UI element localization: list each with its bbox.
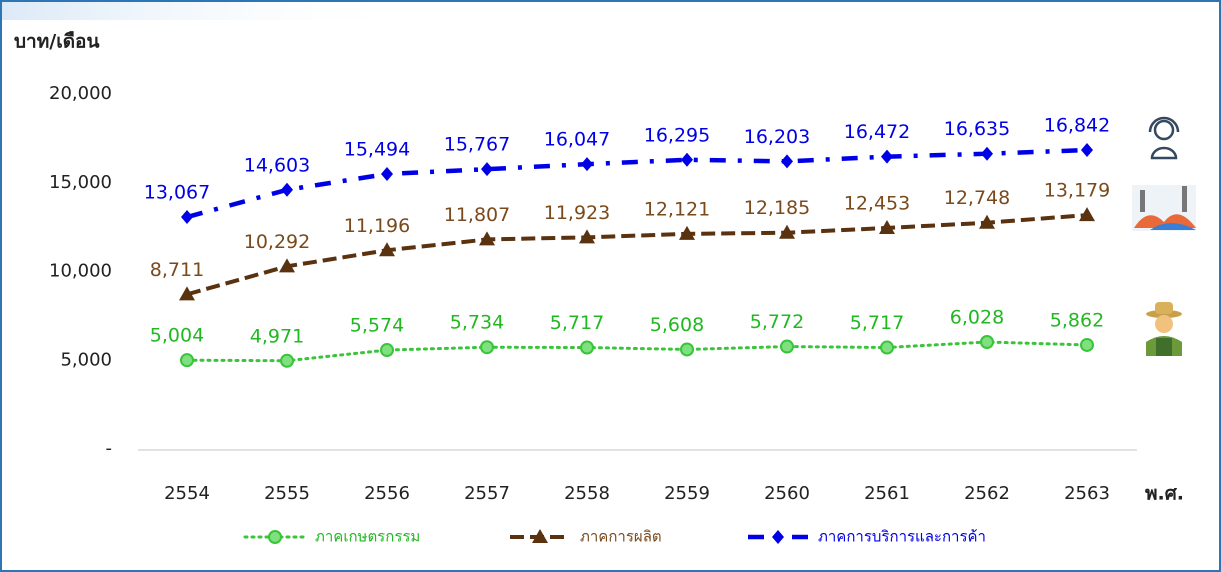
data-point xyxy=(381,344,393,356)
legend-label: ภาคการบริการและการค้า xyxy=(818,528,986,546)
data-point xyxy=(681,343,693,355)
data-point xyxy=(781,341,793,353)
header-shade xyxy=(0,0,700,20)
data-label: 6,028 xyxy=(950,307,1004,329)
legend-marker xyxy=(269,531,281,543)
x-tick-label: 2558 xyxy=(564,483,610,504)
data-label: 12,185 xyxy=(744,197,810,219)
data-point xyxy=(481,341,493,353)
data-label: 5,734 xyxy=(450,312,504,334)
industry-icon xyxy=(1132,185,1196,231)
x-tick-label: 2554 xyxy=(164,483,210,504)
data-label: 5,862 xyxy=(1050,309,1104,331)
data-label: 15,494 xyxy=(344,138,410,160)
x-axis-label: พ.ศ. xyxy=(1145,483,1184,505)
y-axis-label: บาท/เดือน xyxy=(14,31,99,53)
legend-label: ภาคการผลิต xyxy=(580,528,662,546)
data-label: 13,067 xyxy=(144,182,210,204)
data-label: 11,196 xyxy=(344,215,410,237)
x-tick-label: 2559 xyxy=(664,483,710,504)
x-tick-label: 2563 xyxy=(1064,483,1110,504)
data-label: 5,717 xyxy=(850,312,904,334)
y-tick-label: 15,000 xyxy=(49,172,112,193)
data-point xyxy=(981,336,993,348)
data-point xyxy=(881,342,893,354)
x-tick-label: 2562 xyxy=(964,483,1010,504)
data-label: 14,603 xyxy=(244,154,310,176)
data-label: 13,179 xyxy=(1044,180,1110,202)
x-tick-label: 2557 xyxy=(464,483,510,504)
data-point xyxy=(1081,339,1093,351)
data-label: 11,807 xyxy=(444,204,510,226)
data-label: 5,772 xyxy=(750,311,804,333)
x-tick-label: 2560 xyxy=(764,483,810,504)
data-label: 15,767 xyxy=(444,134,510,156)
data-label: 16,472 xyxy=(844,121,910,143)
y-tick-label: 10,000 xyxy=(49,261,112,282)
data-label: 11,923 xyxy=(544,202,610,224)
x-tick-label: 2561 xyxy=(864,483,910,504)
y-tick-label: 20,000 xyxy=(49,83,112,104)
data-label: 4,971 xyxy=(250,325,304,347)
data-label: 16,203 xyxy=(744,126,810,148)
data-point xyxy=(181,354,193,366)
data-label: 16,047 xyxy=(544,129,610,151)
data-label: 5,004 xyxy=(150,325,204,347)
data-label: 5,574 xyxy=(350,315,404,337)
x-tick-label: 2556 xyxy=(364,483,410,504)
data-label: 12,121 xyxy=(644,198,710,220)
y-tick-label: 5,000 xyxy=(60,349,112,370)
data-label: 5,608 xyxy=(650,314,704,336)
data-point xyxy=(581,342,593,354)
legend-label: ภาคเกษตรกรรม xyxy=(315,528,420,546)
data-point xyxy=(281,355,293,367)
data-label: 8,711 xyxy=(150,259,204,281)
chart: บาท/เดือน พ.ศ. - 5,000 10,000 15,000 20,000 2… xyxy=(0,0,1221,572)
data-label: 16,295 xyxy=(644,124,710,146)
data-label: 16,635 xyxy=(944,118,1010,140)
data-label: 16,842 xyxy=(1044,115,1110,137)
data-label: 12,748 xyxy=(944,187,1010,209)
data-label: 5,717 xyxy=(550,312,604,334)
x-tick-label: 2555 xyxy=(264,483,310,504)
y-tick-label: - xyxy=(106,438,113,459)
data-label: 12,453 xyxy=(844,192,910,214)
data-label: 10,292 xyxy=(244,231,310,253)
